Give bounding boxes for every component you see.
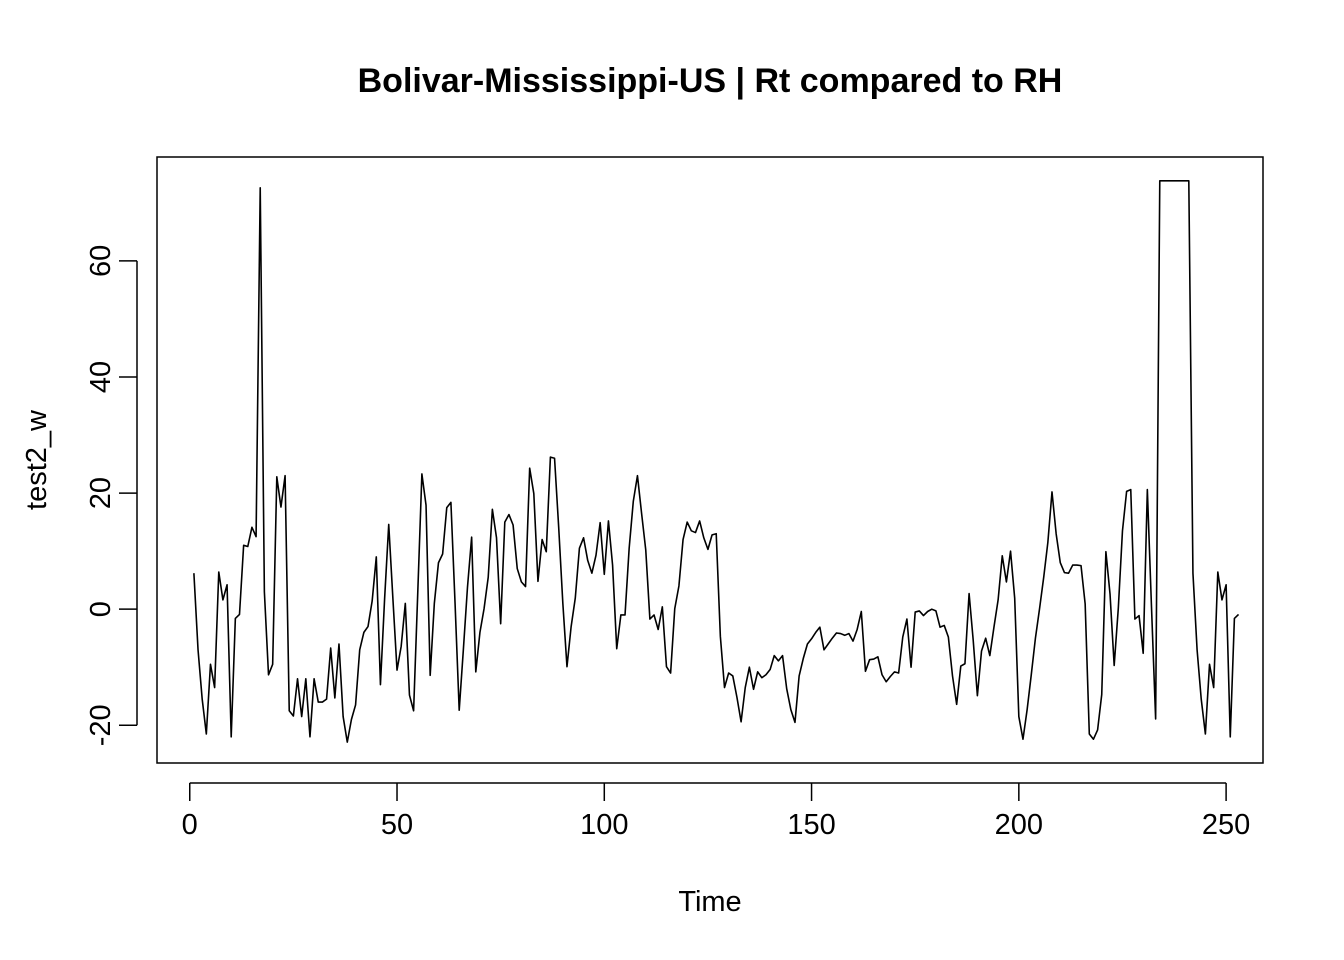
x-tick-label: 150 [787,809,835,841]
x-tick-label: 50 [381,809,413,841]
x-tick-label: 200 [995,809,1043,841]
x-axis: 0 50 100 150 200 250 [182,782,1250,841]
y-axis-label: test2_w [21,409,53,510]
chart-title: Bolivar-Mississippi-US | Rt compared to … [358,62,1063,100]
plot-box [156,156,1264,764]
y-tick-label: 20 [85,477,117,509]
y-tick-label: 40 [85,361,117,393]
x-tick-label: 250 [1202,809,1250,841]
y-axis: -20 0 20 40 60 [85,245,138,746]
x-tick-label: 100 [580,809,628,841]
y-tick-label: -20 [85,704,117,746]
y-tick-label: 0 [85,601,117,617]
series-line [193,180,1240,743]
x-tick-label: 0 [182,809,198,841]
x-axis-label: Time [678,886,741,918]
y-tick-label: 60 [85,245,117,277]
